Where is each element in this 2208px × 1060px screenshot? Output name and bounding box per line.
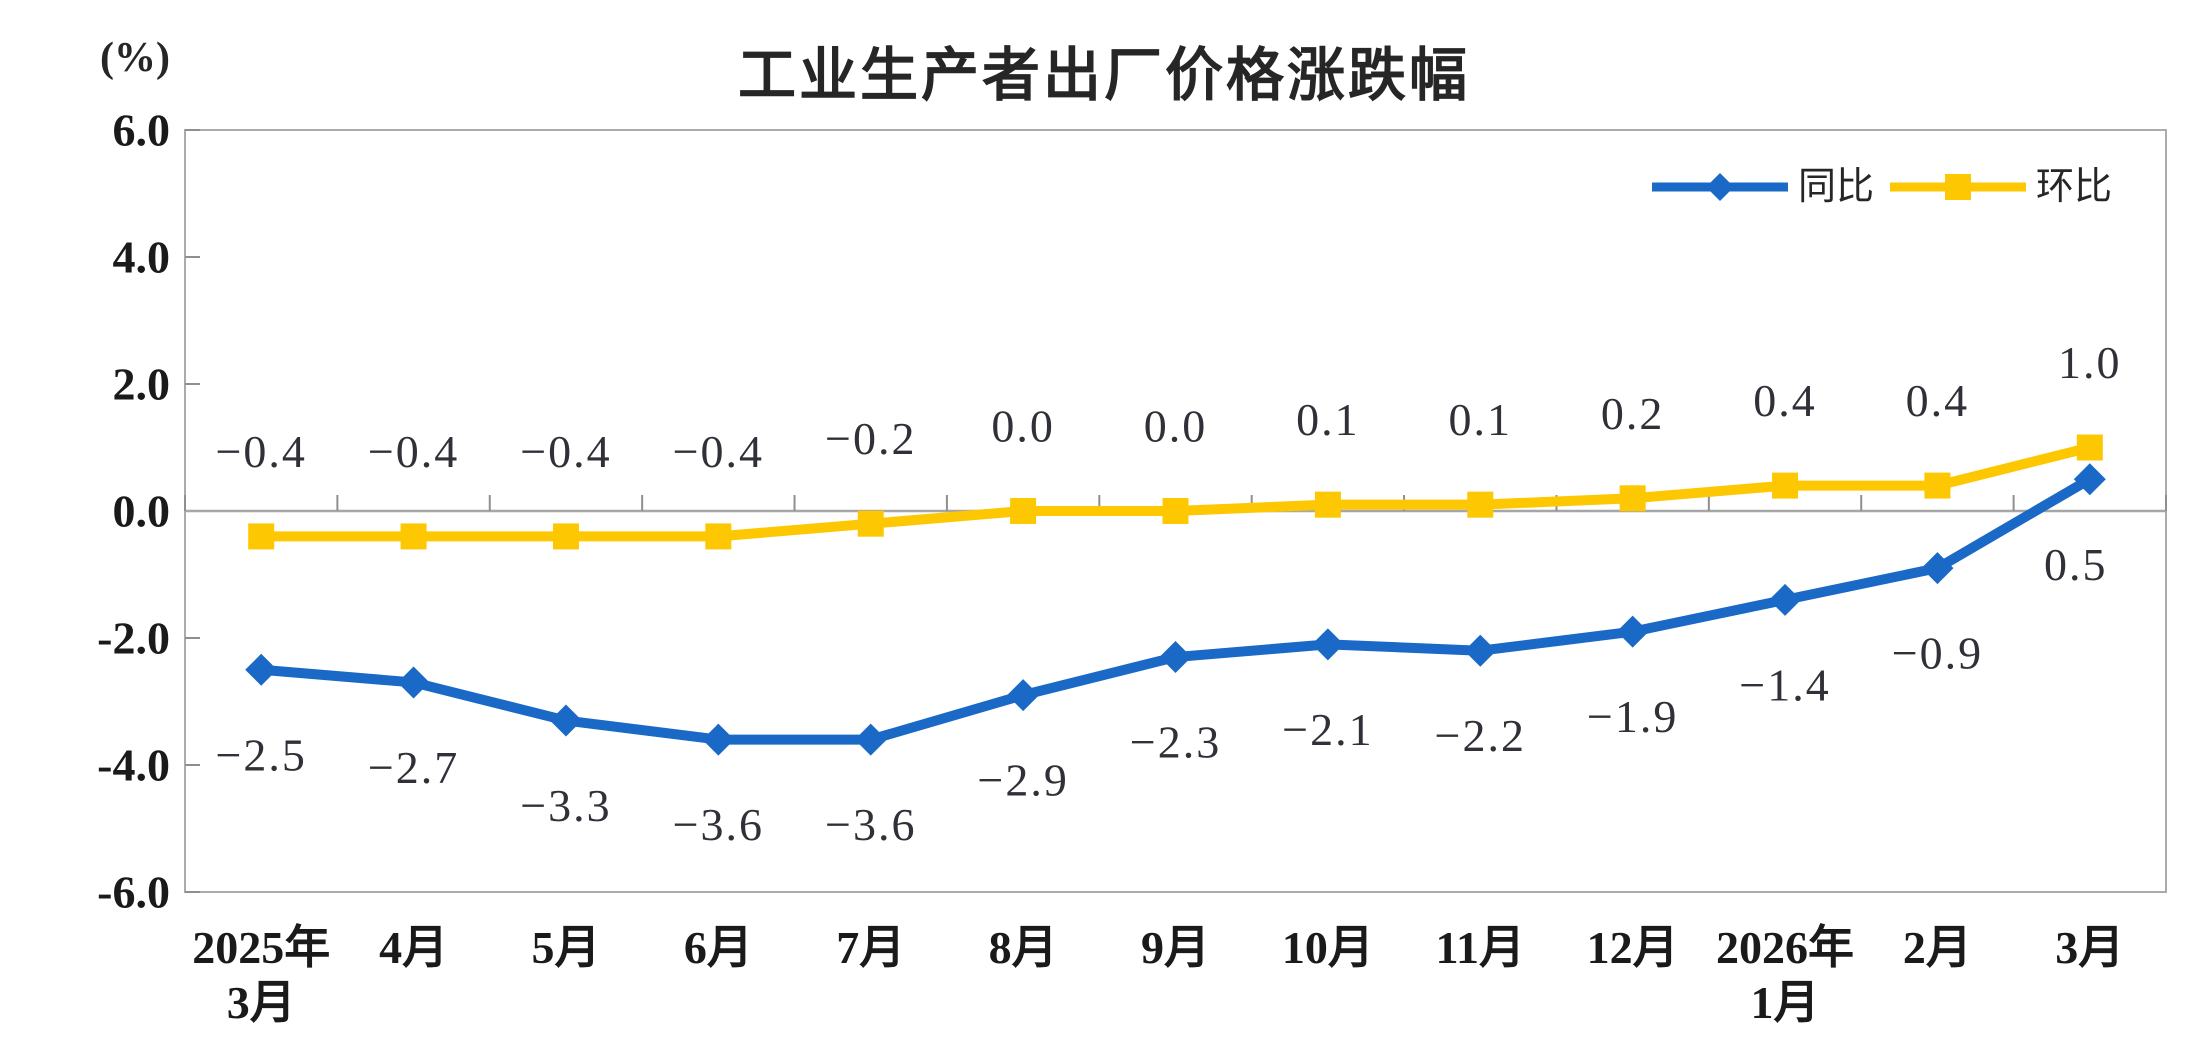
mom-marker bbox=[1924, 472, 1951, 499]
mom-data-label: 0.2 bbox=[1601, 388, 1665, 439]
yoy-marker bbox=[702, 723, 735, 756]
x-axis-category-label: 6月 bbox=[684, 922, 753, 973]
yoy-marker bbox=[245, 653, 278, 686]
x-axis-category-label: 5月 bbox=[531, 922, 600, 973]
yoy-marker bbox=[854, 723, 887, 756]
yoy-marker bbox=[1464, 634, 1497, 667]
mom-marker bbox=[248, 523, 275, 550]
yoy-data-label: −3.6 bbox=[825, 799, 916, 850]
yoy-data-label: −1.4 bbox=[1739, 659, 1830, 710]
mom-data-label: 1.0 bbox=[2058, 337, 2122, 388]
yoy-marker bbox=[1769, 583, 1802, 616]
y-axis-tick-label: -6.0 bbox=[97, 867, 170, 918]
yoy-data-label: −1.9 bbox=[1587, 691, 1678, 742]
yoy-data-label: −2.2 bbox=[1435, 710, 1526, 761]
yoy-data-label: −3.3 bbox=[520, 780, 611, 831]
yoy-data-label: −2.1 bbox=[1282, 704, 1373, 755]
yoy-data-label: −2.5 bbox=[215, 729, 306, 780]
yoy-data-label: −0.9 bbox=[1892, 628, 1983, 679]
chart-title: 工业生产者出厂价格涨跌幅 bbox=[737, 43, 1470, 108]
yoy-marker bbox=[1921, 552, 1954, 585]
yoy-data-label: −3.6 bbox=[673, 799, 764, 850]
mom-data-label: −0.4 bbox=[520, 426, 611, 477]
yoy-data-label: −2.9 bbox=[977, 755, 1068, 806]
mom-data-label: 0.1 bbox=[1449, 394, 1513, 445]
x-axis-category-label: 2月 bbox=[1903, 922, 1972, 973]
mom-data-label: 0.0 bbox=[1144, 401, 1208, 452]
x-axis-category-label: 9月 bbox=[1141, 922, 1210, 973]
mom-marker bbox=[1010, 498, 1037, 524]
mom-data-label: 0.0 bbox=[991, 401, 1055, 452]
yoy-marker bbox=[1311, 628, 1344, 661]
mom-marker bbox=[1162, 498, 1189, 524]
x-axis-category-label: 7月 bbox=[836, 922, 905, 973]
legend-mom-marker-icon bbox=[1945, 174, 1971, 200]
legend-yoy-label: 同比 bbox=[1798, 166, 1874, 208]
legend-yoy-marker-icon bbox=[1706, 173, 1734, 201]
mom-marker bbox=[857, 510, 884, 537]
x-axis-category-label: 3月 bbox=[2055, 922, 2124, 973]
mom-data-label: −0.4 bbox=[368, 426, 459, 477]
mom-data-label: −0.2 bbox=[825, 413, 916, 464]
y-axis-tick-label: 0.0 bbox=[113, 486, 171, 537]
mom-marker bbox=[705, 523, 732, 550]
mom-marker bbox=[1619, 485, 1646, 512]
mom-marker bbox=[552, 523, 579, 550]
yoy-marker bbox=[1159, 641, 1192, 674]
yoy-marker bbox=[2073, 463, 2106, 496]
yoy-marker bbox=[1007, 679, 1040, 712]
mom-data-label: −0.4 bbox=[215, 426, 306, 477]
y-axis-tick-label: 2.0 bbox=[113, 359, 171, 410]
mom-marker bbox=[1772, 472, 1799, 499]
mom-marker bbox=[1467, 491, 1494, 518]
x-axis-category-label: 4月 bbox=[379, 922, 448, 973]
y-axis-tick-label: -2.0 bbox=[97, 613, 170, 664]
yoy-data-label: 0.5 bbox=[2044, 539, 2108, 590]
x-axis-category-label: 10月 bbox=[1282, 922, 1374, 973]
yoy-data-label: −2.7 bbox=[368, 742, 459, 793]
legend-mom-label: 环比 bbox=[2036, 166, 2112, 208]
y-axis-tick-label: 6.0 bbox=[113, 105, 171, 156]
yoy-marker bbox=[397, 666, 430, 699]
x-axis-category-label: 8月 bbox=[989, 922, 1058, 973]
mom-data-label: 0.4 bbox=[1906, 375, 1970, 426]
yoy-marker bbox=[549, 704, 582, 737]
mom-data-label: 0.4 bbox=[1753, 375, 1817, 426]
x-axis-category-label: 11月 bbox=[1436, 922, 1525, 973]
x-axis-category-label: 2025年 3月 bbox=[192, 922, 330, 1028]
y-axis-tick-label: -4.0 bbox=[97, 740, 170, 791]
mom-data-label: −0.4 bbox=[673, 426, 764, 477]
mom-data-label: 0.1 bbox=[1296, 394, 1360, 445]
yoy-marker bbox=[1616, 615, 1649, 648]
mom-marker bbox=[400, 523, 427, 550]
x-axis-category-label: 12月 bbox=[1587, 922, 1679, 973]
mom-marker bbox=[2076, 434, 2103, 461]
y-axis-unit-label: (%) bbox=[100, 35, 170, 81]
mom-marker bbox=[1314, 491, 1341, 518]
x-axis-category-label: 2026年 1月 bbox=[1716, 922, 1854, 1028]
y-axis-tick-label: 4.0 bbox=[113, 232, 171, 283]
yoy-data-label: −2.3 bbox=[1130, 717, 1221, 768]
